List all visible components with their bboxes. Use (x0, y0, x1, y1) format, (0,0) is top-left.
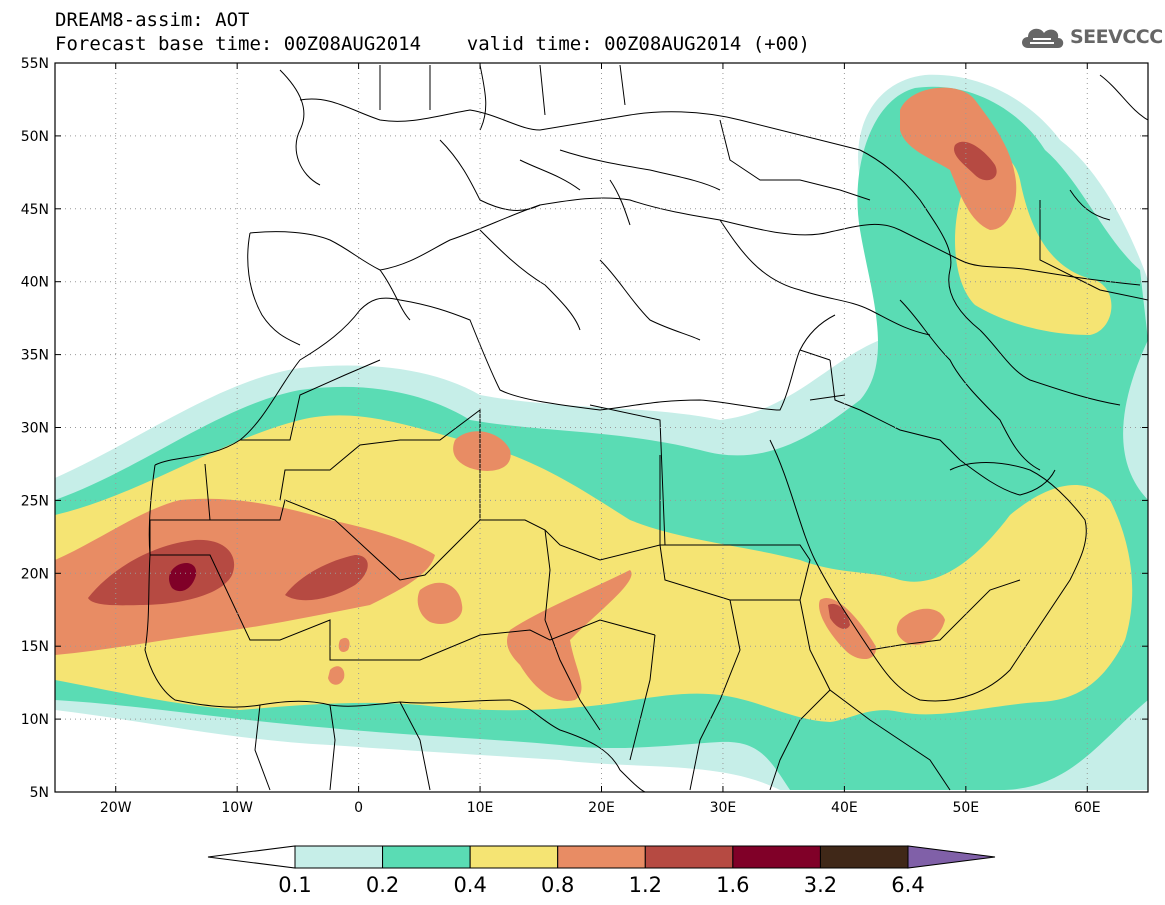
longitude-labels: 20W 10W 0 10E 20E 30E 40E 50E 60E (100, 800, 1101, 816)
colorbar-swatch (819, 845, 909, 869)
lon-label: 60E (1074, 800, 1101, 816)
lat-label: 5N (30, 785, 49, 801)
colorbar-level-label: 0.4 (453, 873, 486, 897)
seevccc-logo: SEEVCCC (1018, 20, 1163, 54)
colorbar-level-label: 1.2 (629, 873, 662, 897)
lat-label: 15N (21, 639, 49, 655)
colorbar-level-label: 3.2 (804, 873, 837, 897)
lat-label: 35N (21, 348, 49, 364)
aot-level-1.6 (169, 563, 197, 592)
colorbar-level-label: 6.4 (891, 873, 924, 897)
lon-label: 20E (588, 800, 615, 816)
lon-label: 20W (100, 800, 132, 816)
lon-label: 30E (710, 800, 737, 816)
lat-label: 10N (21, 712, 49, 728)
axis-ticks (55, 62, 1148, 793)
logo-text: SEEVCCC (1070, 26, 1163, 48)
lat-label: 55N (21, 56, 49, 72)
colorbar-level-label: 0.8 (541, 873, 574, 897)
lat-label: 25N (21, 493, 49, 509)
graticule (55, 63, 1148, 792)
aot-colorbar (207, 845, 996, 869)
lon-label: 10W (221, 800, 253, 816)
coastlines (144, 64, 1148, 792)
aot-field (55, 63, 1148, 792)
colorbar-under-arrow (207, 845, 296, 869)
colorbar-swatch (644, 845, 734, 869)
colorbar-level-label: 0.1 (278, 873, 311, 897)
lat-label: 40N (21, 275, 49, 291)
colorbar-swatch (469, 845, 559, 869)
colorbar-swatch (382, 845, 471, 869)
lon-label: 50E (952, 800, 979, 816)
colorbar-level-label: 0.2 (366, 873, 399, 897)
lon-label: 40E (831, 800, 858, 816)
colorbar-labels: 0.1 0.2 0.4 0.8 1.2 1.6 3.2 6.4 (278, 873, 924, 897)
aot-level-1.2 (88, 141, 997, 629)
lon-label: 0 (354, 800, 363, 816)
latitude-labels: 55N 50N 45N 40N 35N 30N 25N 20N 15N 10N 5N (21, 56, 49, 801)
colorbar-swatch (294, 845, 384, 869)
lat-label: 50N (21, 129, 49, 145)
lat-label: 30N (21, 421, 49, 437)
lon-label: 10E (467, 800, 494, 816)
cloud-icon (1022, 28, 1064, 48)
lat-label: 20N (21, 566, 49, 582)
colorbar-level-label: 1.6 (716, 873, 749, 897)
map-title: DREAM8-assim: AOT (55, 9, 250, 31)
lat-label: 45N (21, 202, 49, 218)
forecast-times: Forecast base time: 00Z08AUG2014 valid t… (55, 33, 810, 55)
colorbar-swatch (732, 845, 821, 869)
colorbar-swatch (557, 845, 646, 869)
colorbar-over-arrow (907, 845, 996, 869)
